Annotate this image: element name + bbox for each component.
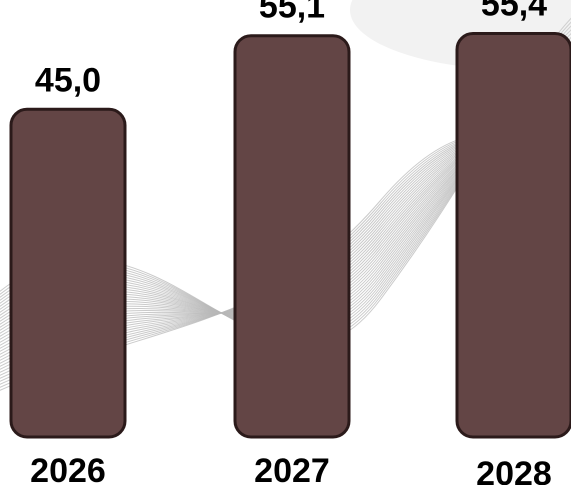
value-label-2027: 55,1 — [259, 0, 325, 26]
category-label-2026: 2026 — [30, 452, 106, 485]
bar-2027 — [233, 34, 351, 439]
category-labels-group: 2026 2027 2028 — [30, 452, 552, 485]
category-label-2027: 2027 — [254, 452, 330, 485]
value-labels-group: 45,0 55,1 55,4 — [35, 0, 547, 99]
bar-2028 — [455, 32, 571, 439]
bars-group — [9, 32, 571, 439]
value-label-2028: 55,4 — [481, 0, 547, 24]
value-label-2026: 45,0 — [35, 61, 101, 99]
category-label-2028: 2028 — [476, 455, 552, 485]
bar-2026 — [9, 107, 127, 439]
